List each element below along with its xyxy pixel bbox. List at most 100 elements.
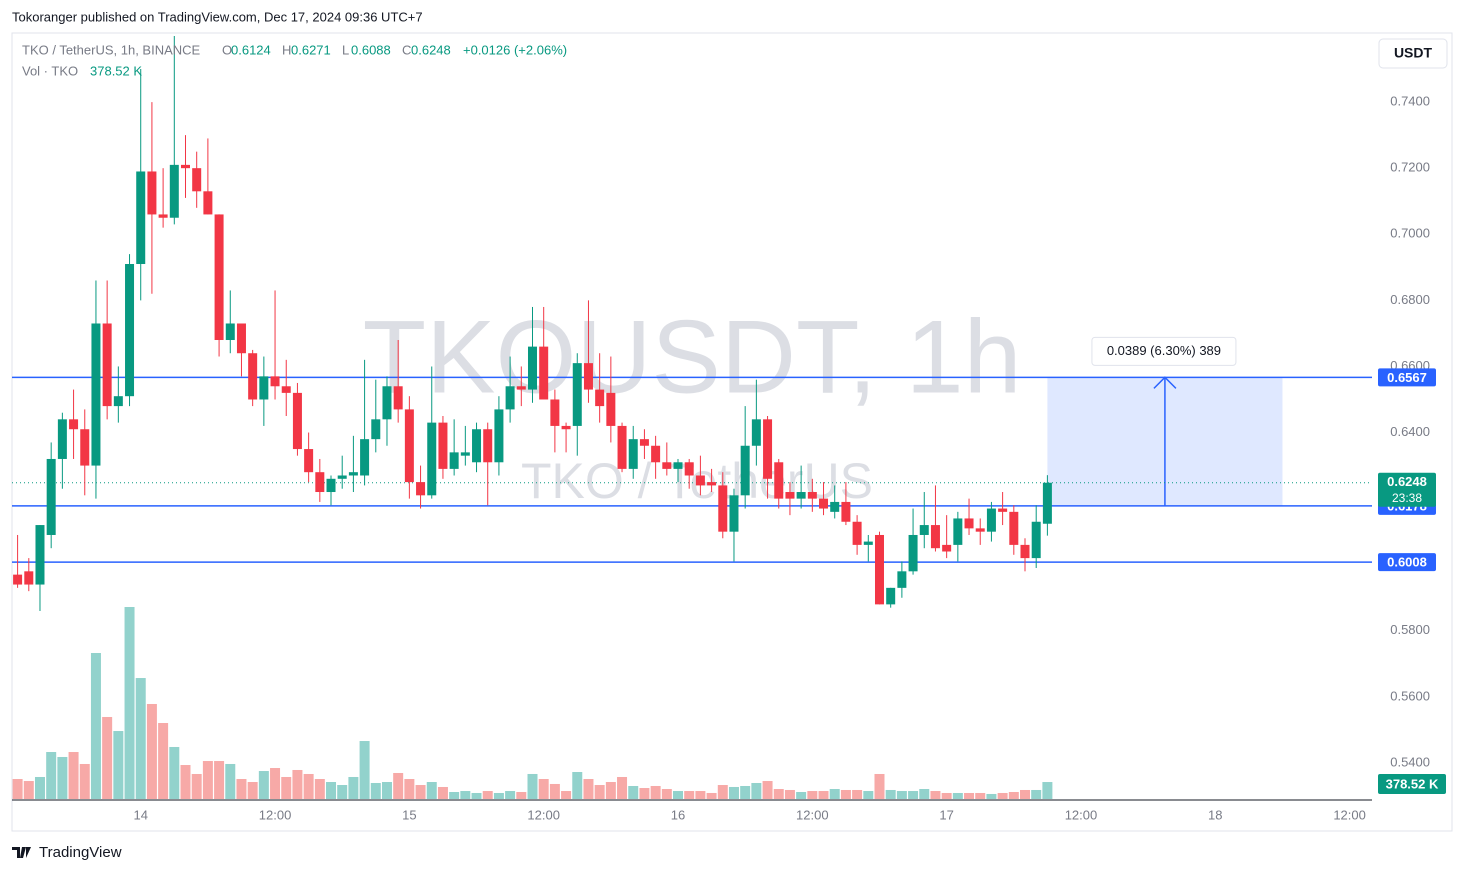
- price-label-box: [1378, 472, 1436, 507]
- candle-body: [382, 386, 392, 420]
- volume-bar: [628, 785, 639, 799]
- volume-bar: [493, 792, 504, 799]
- volume-bar: [68, 752, 79, 799]
- candle-body: [259, 376, 269, 400]
- volume-label: 378.52 K: [1386, 776, 1439, 791]
- y-tick-label: 0.5800: [1390, 622, 1430, 637]
- volume-bar: [202, 761, 213, 799]
- volume-bar: [460, 791, 471, 799]
- brand-logo: [12, 847, 31, 858]
- candle-body: [516, 386, 526, 390]
- measure-label-box: [1091, 336, 1237, 366]
- x-tick-label: 12:00: [1065, 807, 1098, 822]
- volume-bar: [796, 792, 807, 799]
- volume-bar: [12, 779, 23, 799]
- volume-bar: [214, 761, 225, 799]
- candle-body: [35, 525, 45, 585]
- candle-body: [1009, 511, 1019, 545]
- candle-body: [774, 462, 784, 499]
- legend-value: 0.6271: [291, 42, 331, 57]
- volume-bar: [34, 776, 45, 799]
- currency-box[interactable]: [1378, 38, 1448, 69]
- candle-body: [46, 458, 56, 535]
- volume-bar: [975, 792, 986, 799]
- volume-bar: [952, 792, 963, 799]
- candle-body: [919, 525, 929, 535]
- level-label: 0.6567: [1387, 370, 1427, 385]
- candle-body: [964, 518, 974, 529]
- y-tick-label: 0.6400: [1390, 424, 1430, 439]
- candle-body: [942, 544, 952, 552]
- volume-bar: [292, 769, 303, 799]
- volume-bar: [885, 789, 896, 799]
- y-tick-label: 0.6800: [1390, 292, 1430, 307]
- y-tick-label: 0.7000: [1390, 226, 1430, 241]
- x-tick-label: 15: [402, 807, 416, 822]
- volume-bar: [314, 779, 325, 799]
- volume-bar: [941, 792, 952, 799]
- volume-bar: [303, 773, 314, 799]
- volume-bar: [1031, 789, 1042, 799]
- candle-body: [785, 492, 795, 499]
- volume-bar: [919, 789, 930, 799]
- volume-bar: [1008, 792, 1019, 799]
- volume-label-box: [1378, 774, 1446, 794]
- volume-bar: [79, 763, 90, 799]
- volume-bar: [762, 781, 773, 799]
- candle-body: [225, 323, 235, 341]
- legend-letter: H: [282, 42, 291, 57]
- volume-bar: [594, 785, 605, 799]
- candle-body: [986, 508, 996, 532]
- volume-bar: [135, 678, 146, 799]
- volume-bar: [158, 722, 169, 799]
- candle-body: [416, 482, 426, 496]
- candle-body: [80, 429, 90, 466]
- volume-bar: [191, 773, 202, 799]
- candle-body: [953, 518, 963, 545]
- candle-body: [863, 541, 873, 545]
- candle-body: [740, 445, 750, 496]
- volume-bar: [449, 792, 460, 799]
- volume-bar: [605, 782, 616, 799]
- volume-bar: [639, 788, 650, 799]
- volume-bar: [583, 779, 594, 799]
- x-tick-label: 14: [133, 807, 147, 822]
- volume-bar: [225, 763, 236, 799]
- volume-bar: [146, 703, 157, 799]
- candle-body: [192, 168, 202, 192]
- candle-body: [998, 508, 1008, 512]
- volume-bar: [997, 792, 1008, 799]
- volume-bar: [180, 765, 191, 799]
- x-tick-label: 18: [1208, 807, 1222, 822]
- candle-body: [763, 419, 773, 479]
- x-tick-label: 12:00: [796, 807, 829, 822]
- volume-bar: [896, 791, 907, 799]
- candle-body: [897, 571, 907, 588]
- volume-bar: [505, 791, 516, 799]
- candle-body: [617, 425, 627, 469]
- level-label-box: [1378, 368, 1436, 387]
- volume-bar: [740, 785, 751, 799]
- volume-bar: [807, 791, 818, 799]
- volume-bar: [617, 776, 628, 799]
- candle-body: [550, 399, 560, 426]
- watermark: TKOUSDT, 1h: [363, 299, 1022, 415]
- volume-bar: [527, 773, 538, 799]
- candle-body: [527, 346, 537, 390]
- candle-body: [595, 389, 605, 407]
- candle-body: [662, 462, 672, 469]
- volume-bar: [986, 793, 997, 799]
- legend-letter: O: [222, 42, 232, 57]
- volume-bar: [561, 791, 572, 799]
- candle-body: [807, 492, 817, 499]
- currency[interactable]: USDT: [1394, 45, 1433, 61]
- candle-body: [348, 472, 358, 476]
- volume-bar: [381, 782, 392, 799]
- publish-header: Tokoranger published on TradingView.com,…: [12, 9, 423, 24]
- candle-body: [214, 214, 224, 341]
- candle-body: [449, 452, 459, 469]
- currency-button[interactable]: USDT: [1378, 38, 1448, 69]
- volume-bar: [337, 785, 348, 799]
- candle-body: [69, 419, 79, 430]
